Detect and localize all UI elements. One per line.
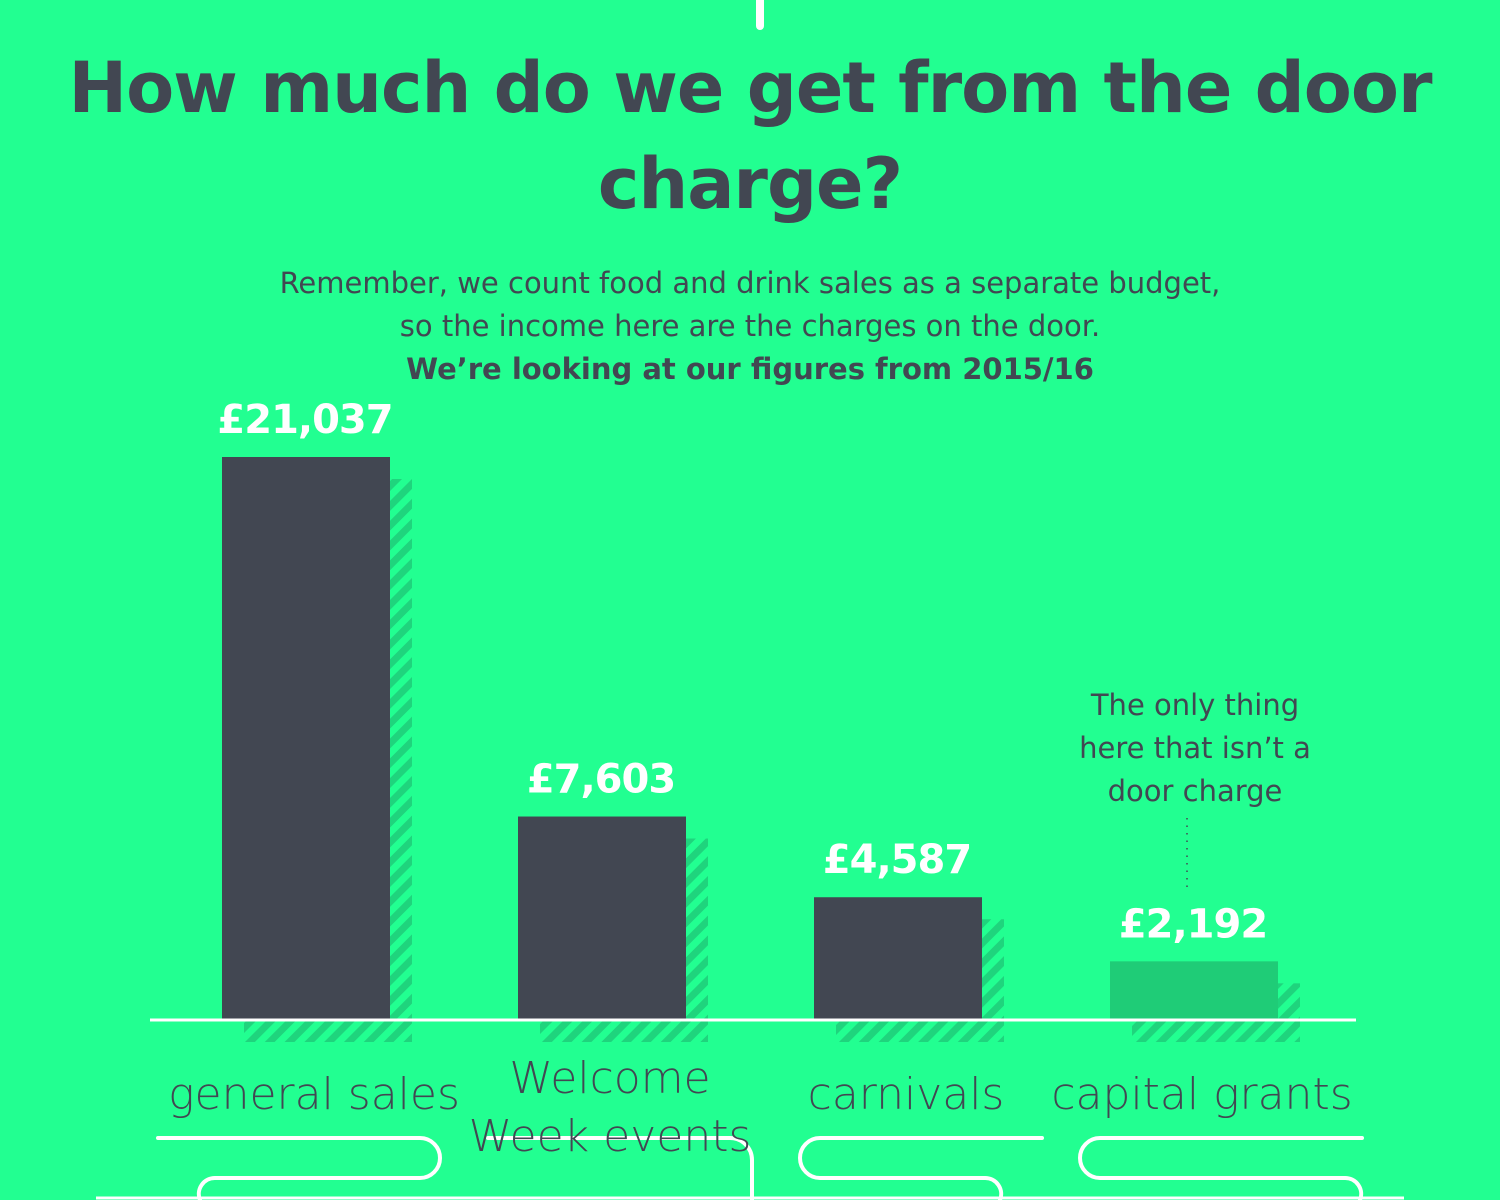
value-label-1: £7,603 <box>527 757 675 803</box>
category-label-line: general sales <box>168 1069 460 1120</box>
category-label-line: carnivals <box>807 1069 1005 1120</box>
subtitle: Remember, we count food and drink sales … <box>0 262 1500 391</box>
chart-annotation: The only thing here that isn’t a door ch… <box>1040 684 1350 813</box>
decorative-rails <box>96 1136 1404 1200</box>
subtitle-line-1: Remember, we count food and drink sales … <box>279 266 1221 300</box>
category-label-line: capital grants <box>1051 1069 1353 1120</box>
decorative-rail <box>156 1136 442 1200</box>
category-label-1: Welcome Week events <box>440 1050 780 1166</box>
value-labels: £21,037 £7,603 £4,587 £2,192 <box>217 397 1268 947</box>
bar-3 <box>1110 961 1278 1020</box>
decorative-rail <box>798 1136 1044 1200</box>
bar-1 <box>518 816 686 1020</box>
subtitle-line-2: so the income here are the charges on th… <box>399 309 1101 343</box>
bar-0 <box>222 457 390 1020</box>
value-label-3: £2,192 <box>1119 901 1267 947</box>
bars <box>222 457 1278 1020</box>
top-divider-tick <box>756 0 764 30</box>
value-label-0: £21,037 <box>217 397 392 443</box>
category-label-line: Welcome <box>509 1053 711 1104</box>
annotation-line-1: The only thing <box>1090 688 1300 722</box>
bar-2 <box>814 897 982 1020</box>
subtitle-line-3: We’re looking at our figures from 2015/1… <box>406 352 1094 386</box>
decorative-rail <box>486 1136 754 1200</box>
category-label-line: Week events <box>468 1111 752 1162</box>
category-label-0: general sales <box>144 1066 484 1124</box>
annotation-line-2: here that isn’t a <box>1079 731 1311 765</box>
annotation-line-3: door charge <box>1107 774 1283 808</box>
page-title: How much do we get from the door charge? <box>68 47 1432 225</box>
value-label-2: £4,587 <box>823 837 971 883</box>
category-label-2: carnivals <box>736 1066 1076 1124</box>
decorative-rail <box>1078 1136 1364 1200</box>
category-label-3: capital grants <box>1032 1066 1372 1124</box>
